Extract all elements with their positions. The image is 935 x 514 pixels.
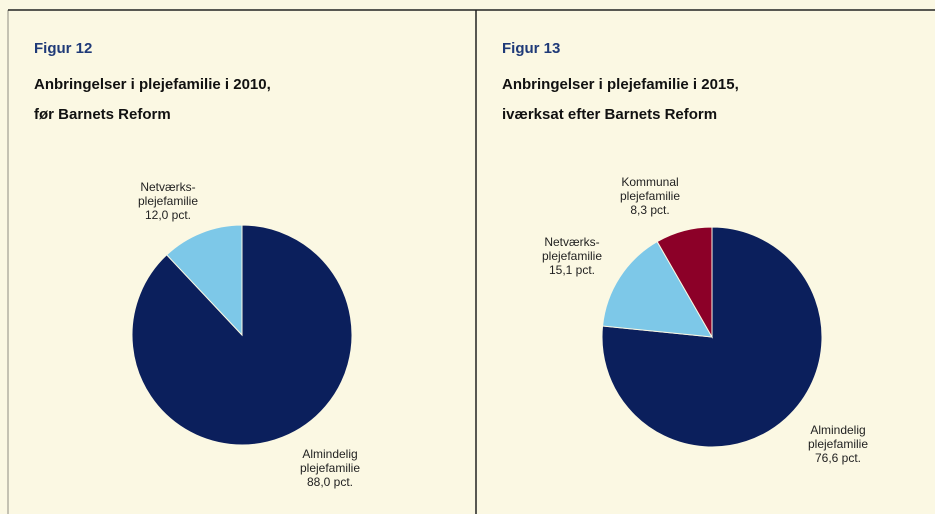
value-label: 12,0 pct.	[144, 208, 192, 222]
chart-title: Anbringelser i plejefamilie i 2015,	[502, 76, 739, 93]
slice-label: Almindelig plejefamilie	[299, 447, 361, 475]
slice-label: Netværks-plejefamilie	[137, 180, 199, 208]
slice-label: Kommunal plejefamilie	[619, 175, 681, 203]
value-label: 15,1 pct.	[548, 263, 596, 277]
chart-subtitle: iværksat efter Barnets Reform	[502, 106, 718, 123]
pie-slice	[165, 224, 243, 337]
value-label: 88,0 pct.	[306, 475, 354, 489]
value-label: 76,6 pct.	[814, 451, 862, 465]
slice-label: Netværks-plejefamilie	[541, 235, 603, 263]
pie-slice	[602, 240, 713, 338]
chart-title: Anbringelser i plejefamilie i 2010,	[34, 76, 271, 93]
slice-label: Almindelig plejefamilie	[807, 423, 869, 451]
figure-label: Figur 12	[34, 40, 93, 57]
chart-subtitle: før Barnets Reform	[34, 106, 171, 123]
pie-slice	[656, 226, 713, 339]
figure-label: Figur 13	[502, 40, 561, 57]
value-label: 8,3 pct.	[630, 203, 670, 217]
